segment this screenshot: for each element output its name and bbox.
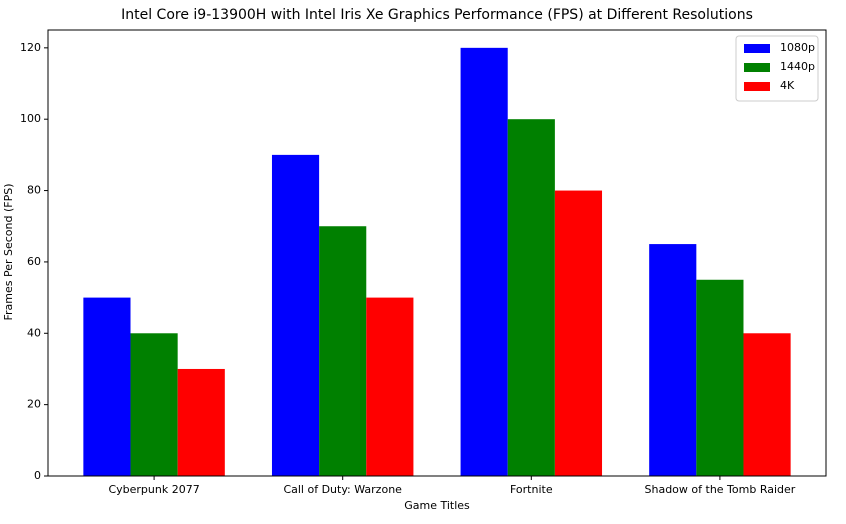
bar <box>460 47 508 477</box>
bar <box>507 119 555 476</box>
x-tick-label: Cyberpunk 2077 <box>108 483 199 496</box>
bar <box>554 190 603 476</box>
bar <box>130 333 178 476</box>
x-tick-label: Fortnite <box>510 483 553 496</box>
bar <box>83 297 131 476</box>
y-tick-label: 120 <box>20 41 41 54</box>
bar <box>271 154 320 476</box>
x-tick-label: Shadow of the Tomb Raider <box>645 483 796 496</box>
x-tick-label: Call of Duty: Warzone <box>283 483 402 496</box>
y-tick-label: 100 <box>20 112 41 125</box>
bar <box>177 368 225 476</box>
chart-title: Intel Core i9-13900H with Intel Iris Xe … <box>121 7 753 23</box>
legend-swatch <box>744 44 770 53</box>
legend-swatch <box>744 63 770 72</box>
bar <box>743 333 791 476</box>
y-tick-label: 60 <box>27 255 41 268</box>
bar <box>696 279 744 476</box>
y-axis-label: Frames Per Second (FPS) <box>2 183 15 320</box>
legend-label: 1440p <box>780 60 815 73</box>
x-axis-label: Game Titles <box>404 499 470 512</box>
y-tick-label: 0 <box>34 469 41 482</box>
bar <box>649 244 697 476</box>
y-tick-label: 80 <box>27 184 41 197</box>
y-tick-label: 20 <box>27 398 41 411</box>
legend-swatch <box>744 82 770 91</box>
bar <box>319 226 367 476</box>
legend-label: 1080p <box>780 41 815 54</box>
legend-label: 4K <box>780 79 795 92</box>
y-tick-label: 40 <box>27 326 41 339</box>
plot-frame <box>47 29 827 477</box>
bar <box>366 297 414 476</box>
